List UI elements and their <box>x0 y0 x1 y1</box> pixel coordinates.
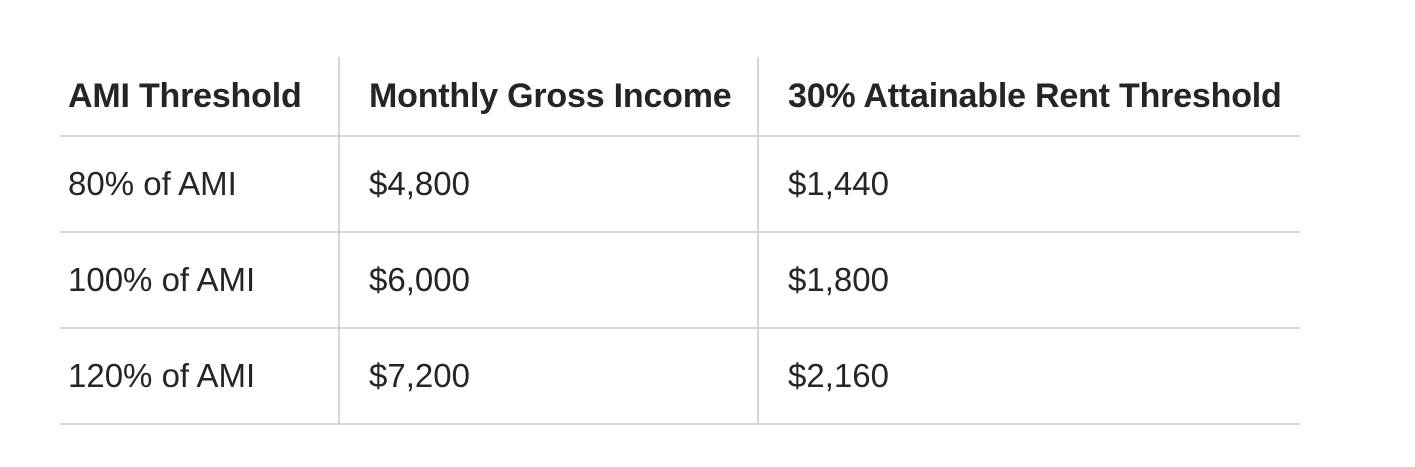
cell-monthly-gross-income: $6,000 <box>338 232 758 329</box>
header-monthly-gross-income: Monthly Gross Income <box>338 57 758 137</box>
table-header-row: AMI Threshold Monthly Gross Income 30% A… <box>60 57 1300 137</box>
table-row: 80% of AMI $4,800 $1,440 <box>60 136 1300 233</box>
cell-ami-threshold: 120% of AMI <box>60 328 339 425</box>
ami-rent-table-container: AMI Threshold Monthly Gross Income 30% A… <box>60 57 1300 425</box>
table-row: 120% of AMI $7,200 $2,160 <box>60 328 1300 425</box>
ami-rent-table: AMI Threshold Monthly Gross Income 30% A… <box>60 57 1300 425</box>
cell-ami-threshold: 80% of AMI <box>60 136 339 233</box>
cell-monthly-gross-income: $7,200 <box>338 328 758 425</box>
table-row: 100% of AMI $6,000 $1,800 <box>60 232 1300 329</box>
header-ami-threshold: AMI Threshold <box>60 57 339 137</box>
header-attainable-rent-threshold: 30% Attainable Rent Threshold <box>757 57 1300 137</box>
cell-ami-threshold: 100% of AMI <box>60 232 339 329</box>
cell-attainable-rent: $2,160 <box>757 328 1300 425</box>
cell-monthly-gross-income: $4,800 <box>338 136 758 233</box>
cell-attainable-rent: $1,800 <box>757 232 1300 329</box>
cell-attainable-rent: $1,440 <box>757 136 1300 233</box>
